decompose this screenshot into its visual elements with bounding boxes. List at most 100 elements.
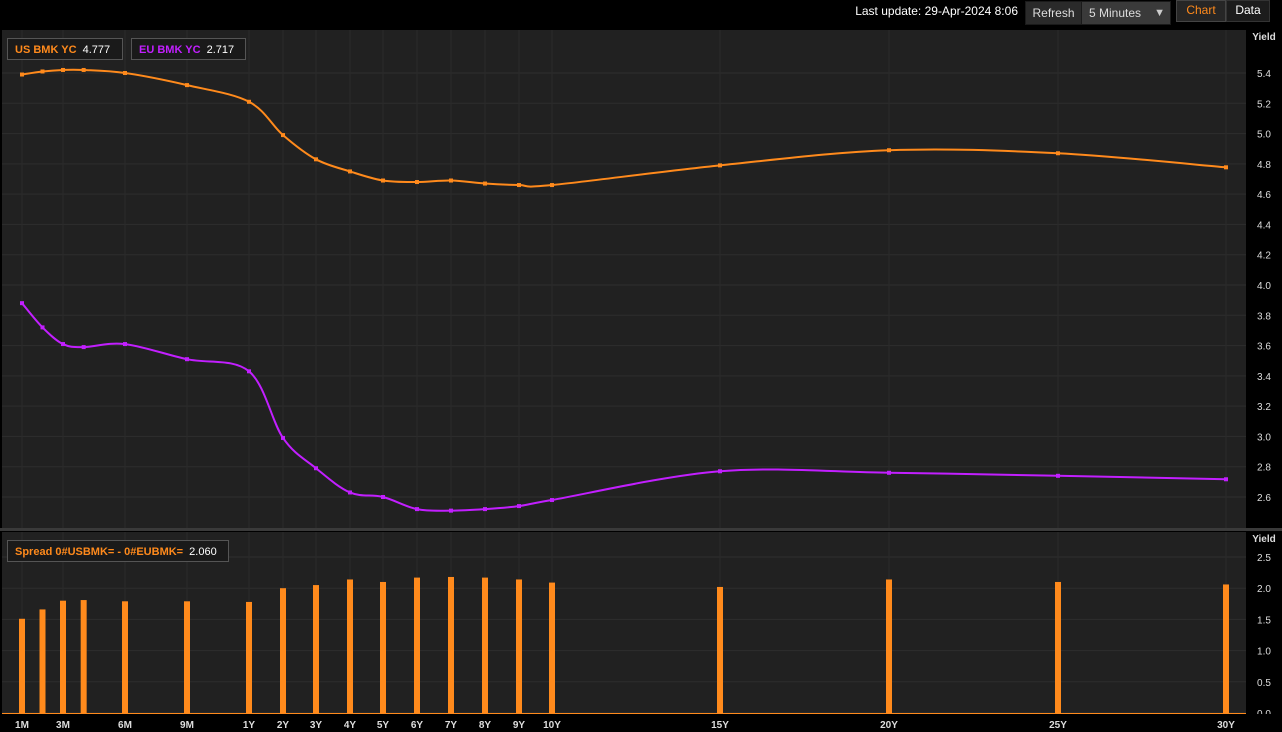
last-update-text: Last update: 29-Apr-2024 8:06 bbox=[855, 4, 1018, 18]
data-point-eu bbox=[314, 466, 318, 471]
spread-bar bbox=[313, 585, 319, 713]
x-tick-label: 7Y bbox=[445, 720, 458, 731]
legend-spread-value: 2.060 bbox=[189, 546, 217, 558]
spread-bar bbox=[122, 601, 128, 713]
y-tick-label: 2.8 bbox=[1257, 463, 1271, 474]
spread-bar bbox=[280, 588, 286, 713]
legend-us-bmk[interactable]: US BMK YC 4.777 bbox=[7, 38, 123, 60]
y-tick-label: 3.2 bbox=[1257, 402, 1271, 413]
legend-eu-name: EU BMK YC bbox=[139, 44, 201, 56]
refresh-interval-value: 5 Minutes bbox=[1089, 6, 1142, 20]
y-tick-label: 4.6 bbox=[1257, 190, 1271, 201]
data-point-us bbox=[1224, 165, 1228, 170]
spread-bar bbox=[717, 586, 723, 713]
y-tick-label: 2.5 bbox=[1257, 553, 1271, 564]
data-point-eu bbox=[185, 357, 189, 362]
data-point-us bbox=[449, 178, 453, 183]
spread-bar bbox=[448, 576, 454, 713]
data-point-us bbox=[887, 148, 891, 153]
x-tick-label: 9Y bbox=[513, 720, 526, 731]
data-point-eu bbox=[483, 507, 487, 512]
data-point-eu bbox=[449, 508, 453, 513]
x-tick-label: 6Y bbox=[411, 720, 424, 731]
data-point-us bbox=[123, 71, 127, 75]
data-point-us bbox=[314, 157, 318, 162]
y-axis-title: Yield bbox=[1252, 32, 1276, 43]
y-tick-label: 4.8 bbox=[1257, 160, 1271, 171]
data-point-eu bbox=[1056, 473, 1060, 478]
spread-bar bbox=[39, 609, 46, 713]
x-tick-label: 4Y bbox=[344, 720, 357, 731]
legend-spread-name: Spread 0#USBMK= - 0#EUBMK= bbox=[15, 546, 184, 558]
spread-bar bbox=[60, 600, 66, 713]
tab-chart[interactable]: Chart bbox=[1176, 0, 1226, 22]
y-tick-label: 5.2 bbox=[1257, 99, 1271, 110]
data-point-us bbox=[550, 183, 554, 188]
spread-bar bbox=[482, 577, 488, 713]
spread-bar bbox=[80, 600, 87, 713]
x-tick-label: 1Y bbox=[243, 720, 256, 731]
y-tick-label: 3.4 bbox=[1257, 372, 1271, 383]
x-tick-label: 3Y bbox=[310, 720, 323, 731]
data-point-eu bbox=[348, 490, 352, 495]
panel-divider[interactable] bbox=[0, 528, 1282, 531]
y-tick-label: 2.0 bbox=[1257, 584, 1271, 595]
x-tick-label: 3M bbox=[56, 720, 70, 731]
x-tick-label: 5Y bbox=[377, 720, 390, 731]
data-point-us bbox=[718, 163, 722, 168]
y-tick-label: 1.5 bbox=[1257, 615, 1271, 626]
legend-us-name: US BMK YC bbox=[15, 44, 77, 56]
y-tick-label: 1.0 bbox=[1257, 647, 1271, 658]
yield-curve-panel bbox=[2, 30, 1246, 528]
data-point-us bbox=[415, 180, 419, 185]
legend-eu-bmk[interactable]: EU BMK YC 2.717 bbox=[131, 38, 246, 60]
spread-bar bbox=[549, 582, 555, 713]
yield-axis-strip bbox=[1246, 30, 1282, 528]
spread-bar bbox=[414, 577, 420, 713]
data-point-eu bbox=[61, 342, 65, 347]
spread-panel bbox=[2, 532, 1246, 714]
x-tick-label: 8Y bbox=[479, 720, 492, 731]
spread-bar bbox=[886, 579, 892, 713]
data-point-eu bbox=[415, 507, 419, 512]
spread-bar bbox=[516, 579, 522, 713]
spread-bar bbox=[19, 618, 25, 713]
data-point-eu bbox=[1224, 477, 1228, 482]
y-tick-label: 4.0 bbox=[1257, 281, 1271, 292]
x-tick-label: 1M bbox=[15, 720, 29, 731]
data-point-eu bbox=[887, 470, 891, 475]
spread-bar bbox=[246, 601, 252, 713]
data-point-eu bbox=[40, 325, 45, 330]
refresh-interval-select[interactable]: 5 Minutes ▼ bbox=[1081, 1, 1171, 25]
data-point-eu bbox=[123, 342, 127, 347]
data-point-us bbox=[185, 83, 189, 88]
data-point-us bbox=[247, 99, 251, 104]
y-axis-title: Yield bbox=[1252, 534, 1276, 545]
y-tick-label: 2.6 bbox=[1257, 493, 1271, 504]
y-tick-label: 5.4 bbox=[1257, 69, 1271, 80]
data-point-eu bbox=[281, 435, 285, 440]
x-tick-label: 2Y bbox=[277, 720, 290, 731]
tab-data[interactable]: Data bbox=[1226, 0, 1270, 22]
x-tick-label: 20Y bbox=[880, 720, 898, 731]
y-tick-label: 3.6 bbox=[1257, 342, 1271, 353]
data-point-eu bbox=[20, 301, 24, 306]
legend-spread[interactable]: Spread 0#USBMK= - 0#EUBMK= 2.060 bbox=[7, 540, 229, 562]
refresh-button[interactable]: Refresh bbox=[1025, 1, 1082, 25]
data-point-eu bbox=[517, 504, 521, 509]
data-point-us bbox=[81, 67, 86, 72]
data-point-us bbox=[381, 178, 385, 183]
x-tick-label: 6M bbox=[118, 720, 132, 731]
data-point-eu bbox=[81, 345, 86, 350]
series-line-us bbox=[21, 68, 1227, 188]
data-point-us bbox=[517, 183, 521, 188]
x-tick-label: 10Y bbox=[543, 720, 561, 731]
x-tick-label: 9M bbox=[180, 720, 194, 731]
data-point-us bbox=[20, 72, 24, 77]
spread-bar bbox=[380, 581, 386, 713]
y-tick-label: 5.0 bbox=[1257, 130, 1271, 141]
legend-eu-value: 2.717 bbox=[206, 44, 235, 56]
y-tick-label: 4.2 bbox=[1257, 251, 1271, 262]
data-point-us bbox=[1056, 151, 1060, 156]
y-tick-label: 0.5 bbox=[1257, 678, 1271, 689]
